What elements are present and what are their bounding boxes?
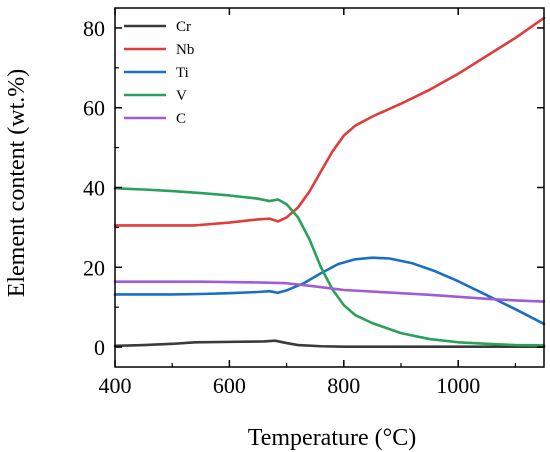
series-line-c	[113, 280, 546, 303]
series-line-cr	[113, 339, 546, 348]
legend-label-c: C	[176, 111, 186, 127]
x-axis-title: Temperature (°C)	[248, 425, 417, 451]
legend-label-ti: Ti	[176, 65, 189, 81]
x-tick-label: 1000	[436, 373, 480, 398]
x-tick-label: 600	[213, 373, 246, 398]
y-tick-label: 20	[83, 255, 105, 280]
series-line-nb	[113, 16, 546, 227]
y-tick-label: 60	[83, 96, 105, 121]
y-tick-label: 40	[83, 176, 105, 201]
axes: 400 600 800 1000 0 20 40 60 80	[83, 7, 545, 398]
y-axis-title: Element content (wt.%)	[4, 69, 30, 298]
legend-label-v: V	[176, 88, 187, 104]
y-tick-label: 80	[83, 16, 105, 41]
x-tick-label: 400	[99, 373, 132, 398]
legend-label-cr: Cr	[176, 19, 191, 35]
series-line-v	[113, 187, 546, 347]
y-tick-label: 0	[94, 335, 105, 360]
x-tick-label: 800	[327, 373, 360, 398]
legend-label-nb: Nb	[176, 42, 194, 58]
series-group	[113, 16, 546, 348]
legend: Cr Nb Ti VC	[124, 19, 194, 127]
series-line-ti	[113, 256, 546, 326]
